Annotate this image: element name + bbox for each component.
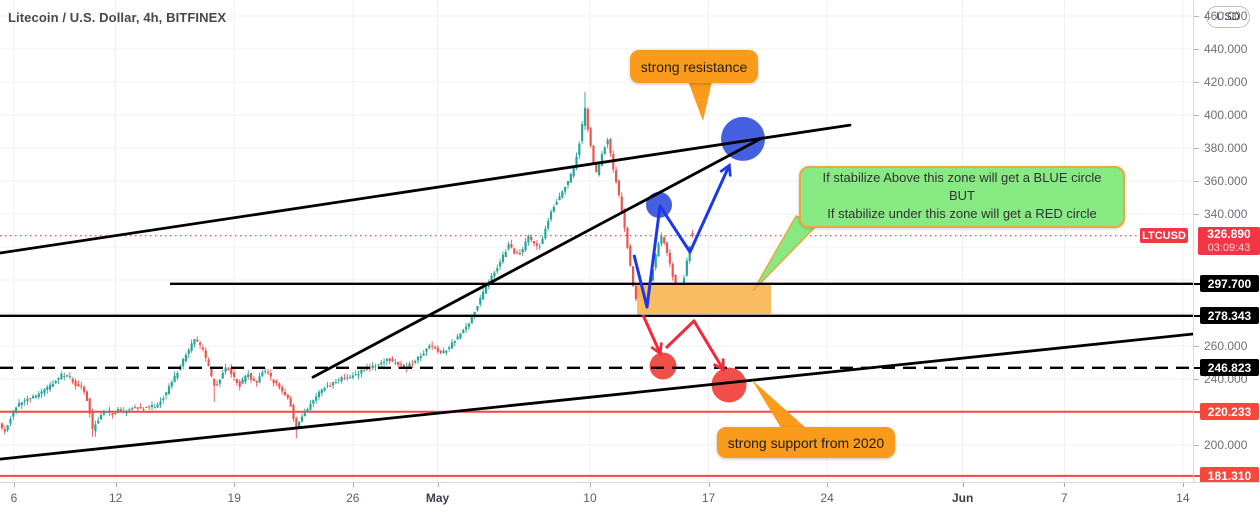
price-tick-mark bbox=[1194, 445, 1199, 447]
price-level-tick bbox=[1194, 314, 1200, 317]
currency-toggle-usd[interactable]: USD bbox=[1206, 6, 1250, 28]
price-tick-mark bbox=[1194, 214, 1199, 216]
price-level-label: 181.310 bbox=[1200, 467, 1259, 485]
price-level-tick bbox=[1194, 366, 1200, 369]
time-tick-label: 10 bbox=[583, 491, 597, 505]
grid-layer bbox=[0, 0, 1193, 482]
time-tick-mark bbox=[14, 483, 15, 487]
time-tick-label: 24 bbox=[820, 491, 834, 505]
price-tick-label: 440.000 bbox=[1204, 42, 1248, 56]
price-tick-mark bbox=[1194, 379, 1199, 381]
time-tick-mark bbox=[115, 483, 117, 487]
price-tick-label: 340.000 bbox=[1204, 207, 1248, 222]
price-level-label: 246.823 bbox=[1200, 359, 1259, 377]
time-axis[interactable]: 6 12 19 26 May 10 17 24 Jun 7 14 bbox=[0, 482, 1260, 514]
time-tick-label: Jun bbox=[951, 491, 974, 505]
time-tick-label: 12 bbox=[108, 491, 123, 505]
price-level-tick bbox=[1194, 282, 1200, 285]
price-tick-mark bbox=[1194, 49, 1199, 50]
time-tick-mark bbox=[827, 483, 829, 487]
red-circle-3[interactable] bbox=[711, 367, 747, 403]
time-tick-label: 6 bbox=[10, 491, 18, 505]
scenario-line-1: If stabilize Above this zone will get a … bbox=[822, 170, 1102, 185]
time-tick-label: 19 bbox=[227, 491, 241, 505]
orange-callout-tail-1 bbox=[752, 380, 806, 428]
price-chart[interactable] bbox=[0, 0, 1193, 482]
time-tick-label: 7 bbox=[1060, 491, 1068, 505]
price-tick-mark bbox=[1194, 346, 1199, 348]
support-callout-label: strong support from 2020 bbox=[727, 434, 885, 451]
orange-callout-tail-0 bbox=[688, 81, 712, 121]
resistance-callout-label: strong resistance bbox=[640, 58, 748, 75]
price-level-tick bbox=[1194, 410, 1200, 413]
price-tick-label: 400.000 bbox=[1204, 108, 1248, 122]
time-tick-label: 14 bbox=[1176, 491, 1190, 505]
time-tick-mark bbox=[589, 483, 591, 487]
current-price-value: 326.890 bbox=[1207, 227, 1251, 241]
red-arrow-2[interactable] bbox=[664, 319, 725, 372]
time-tick-label: 26 bbox=[346, 491, 360, 505]
blue-arrow-0[interactable] bbox=[632, 162, 732, 309]
price-tick-label: 420.000 bbox=[1204, 75, 1248, 89]
red-arrow-1[interactable] bbox=[641, 314, 663, 357]
time-tick-label: 17 bbox=[701, 491, 716, 505]
scenario-line-2: BUT bbox=[949, 188, 975, 203]
trendline-2[interactable] bbox=[0, 332, 1193, 461]
time-tick-mark bbox=[1182, 483, 1184, 487]
price-tick-label: 460.000 bbox=[1204, 9, 1248, 23]
current-price-label: 326.890 03:09:43 bbox=[1198, 227, 1260, 255]
time-tick-mark bbox=[708, 483, 710, 487]
price-tick-mark bbox=[1194, 16, 1199, 17]
price-tick-label: 200.000 bbox=[1204, 438, 1248, 453]
price-level-label: 278.343 bbox=[1200, 307, 1259, 325]
time-tick-mark bbox=[352, 483, 354, 487]
scenario-callout[interactable]: If stabilize Above this zone will get a … bbox=[799, 166, 1125, 228]
price-axis[interactable]: 326.890 03:09:43 USD 460.000 440.000 420.0… bbox=[1193, 0, 1260, 514]
red-circle-2[interactable] bbox=[649, 352, 677, 380]
time-tick-mark bbox=[1064, 483, 1066, 487]
price-tick-mark bbox=[1194, 115, 1199, 116]
scenario-line-3: If stabilize under this zone will get a … bbox=[827, 206, 1097, 221]
time-tick-mark bbox=[962, 483, 964, 487]
time-tick-mark bbox=[234, 483, 236, 487]
price-tick-mark bbox=[1194, 181, 1199, 183]
price-level-label: 220.233 bbox=[1200, 403, 1259, 421]
price-tick-label: 360.000 bbox=[1204, 174, 1248, 189]
resistance-callout[interactable]: strong resistance bbox=[630, 50, 758, 83]
time-tick-mark bbox=[437, 483, 439, 487]
time-tick-label: May bbox=[425, 491, 450, 505]
trendline-0[interactable] bbox=[0, 123, 852, 255]
support-callout[interactable]: strong support from 2020 bbox=[717, 427, 895, 458]
price-level-label: 297.700 bbox=[1200, 275, 1259, 293]
chart-plot-area[interactable]: Litecoin / U.S. Dollar, 4h, BITFINEX str… bbox=[0, 0, 1193, 482]
symbol-badge: LTCUSD bbox=[1140, 228, 1188, 243]
chart-title: Litecoin / U.S. Dollar, 4h, BITFINEX bbox=[8, 10, 227, 25]
price-level-tick bbox=[1194, 474, 1200, 477]
support-resistance-zone[interactable] bbox=[637, 285, 771, 314]
price-tick-label: 260.000 bbox=[1204, 339, 1248, 354]
price-tick-mark bbox=[1194, 82, 1199, 83]
price-tick-mark bbox=[1194, 148, 1199, 150]
current-price-countdown: 03:09:43 bbox=[1207, 242, 1251, 254]
price-tick-label: 380.000 bbox=[1204, 141, 1248, 156]
trendline-1[interactable] bbox=[311, 136, 764, 379]
blue-circle-0[interactable] bbox=[721, 116, 765, 161]
